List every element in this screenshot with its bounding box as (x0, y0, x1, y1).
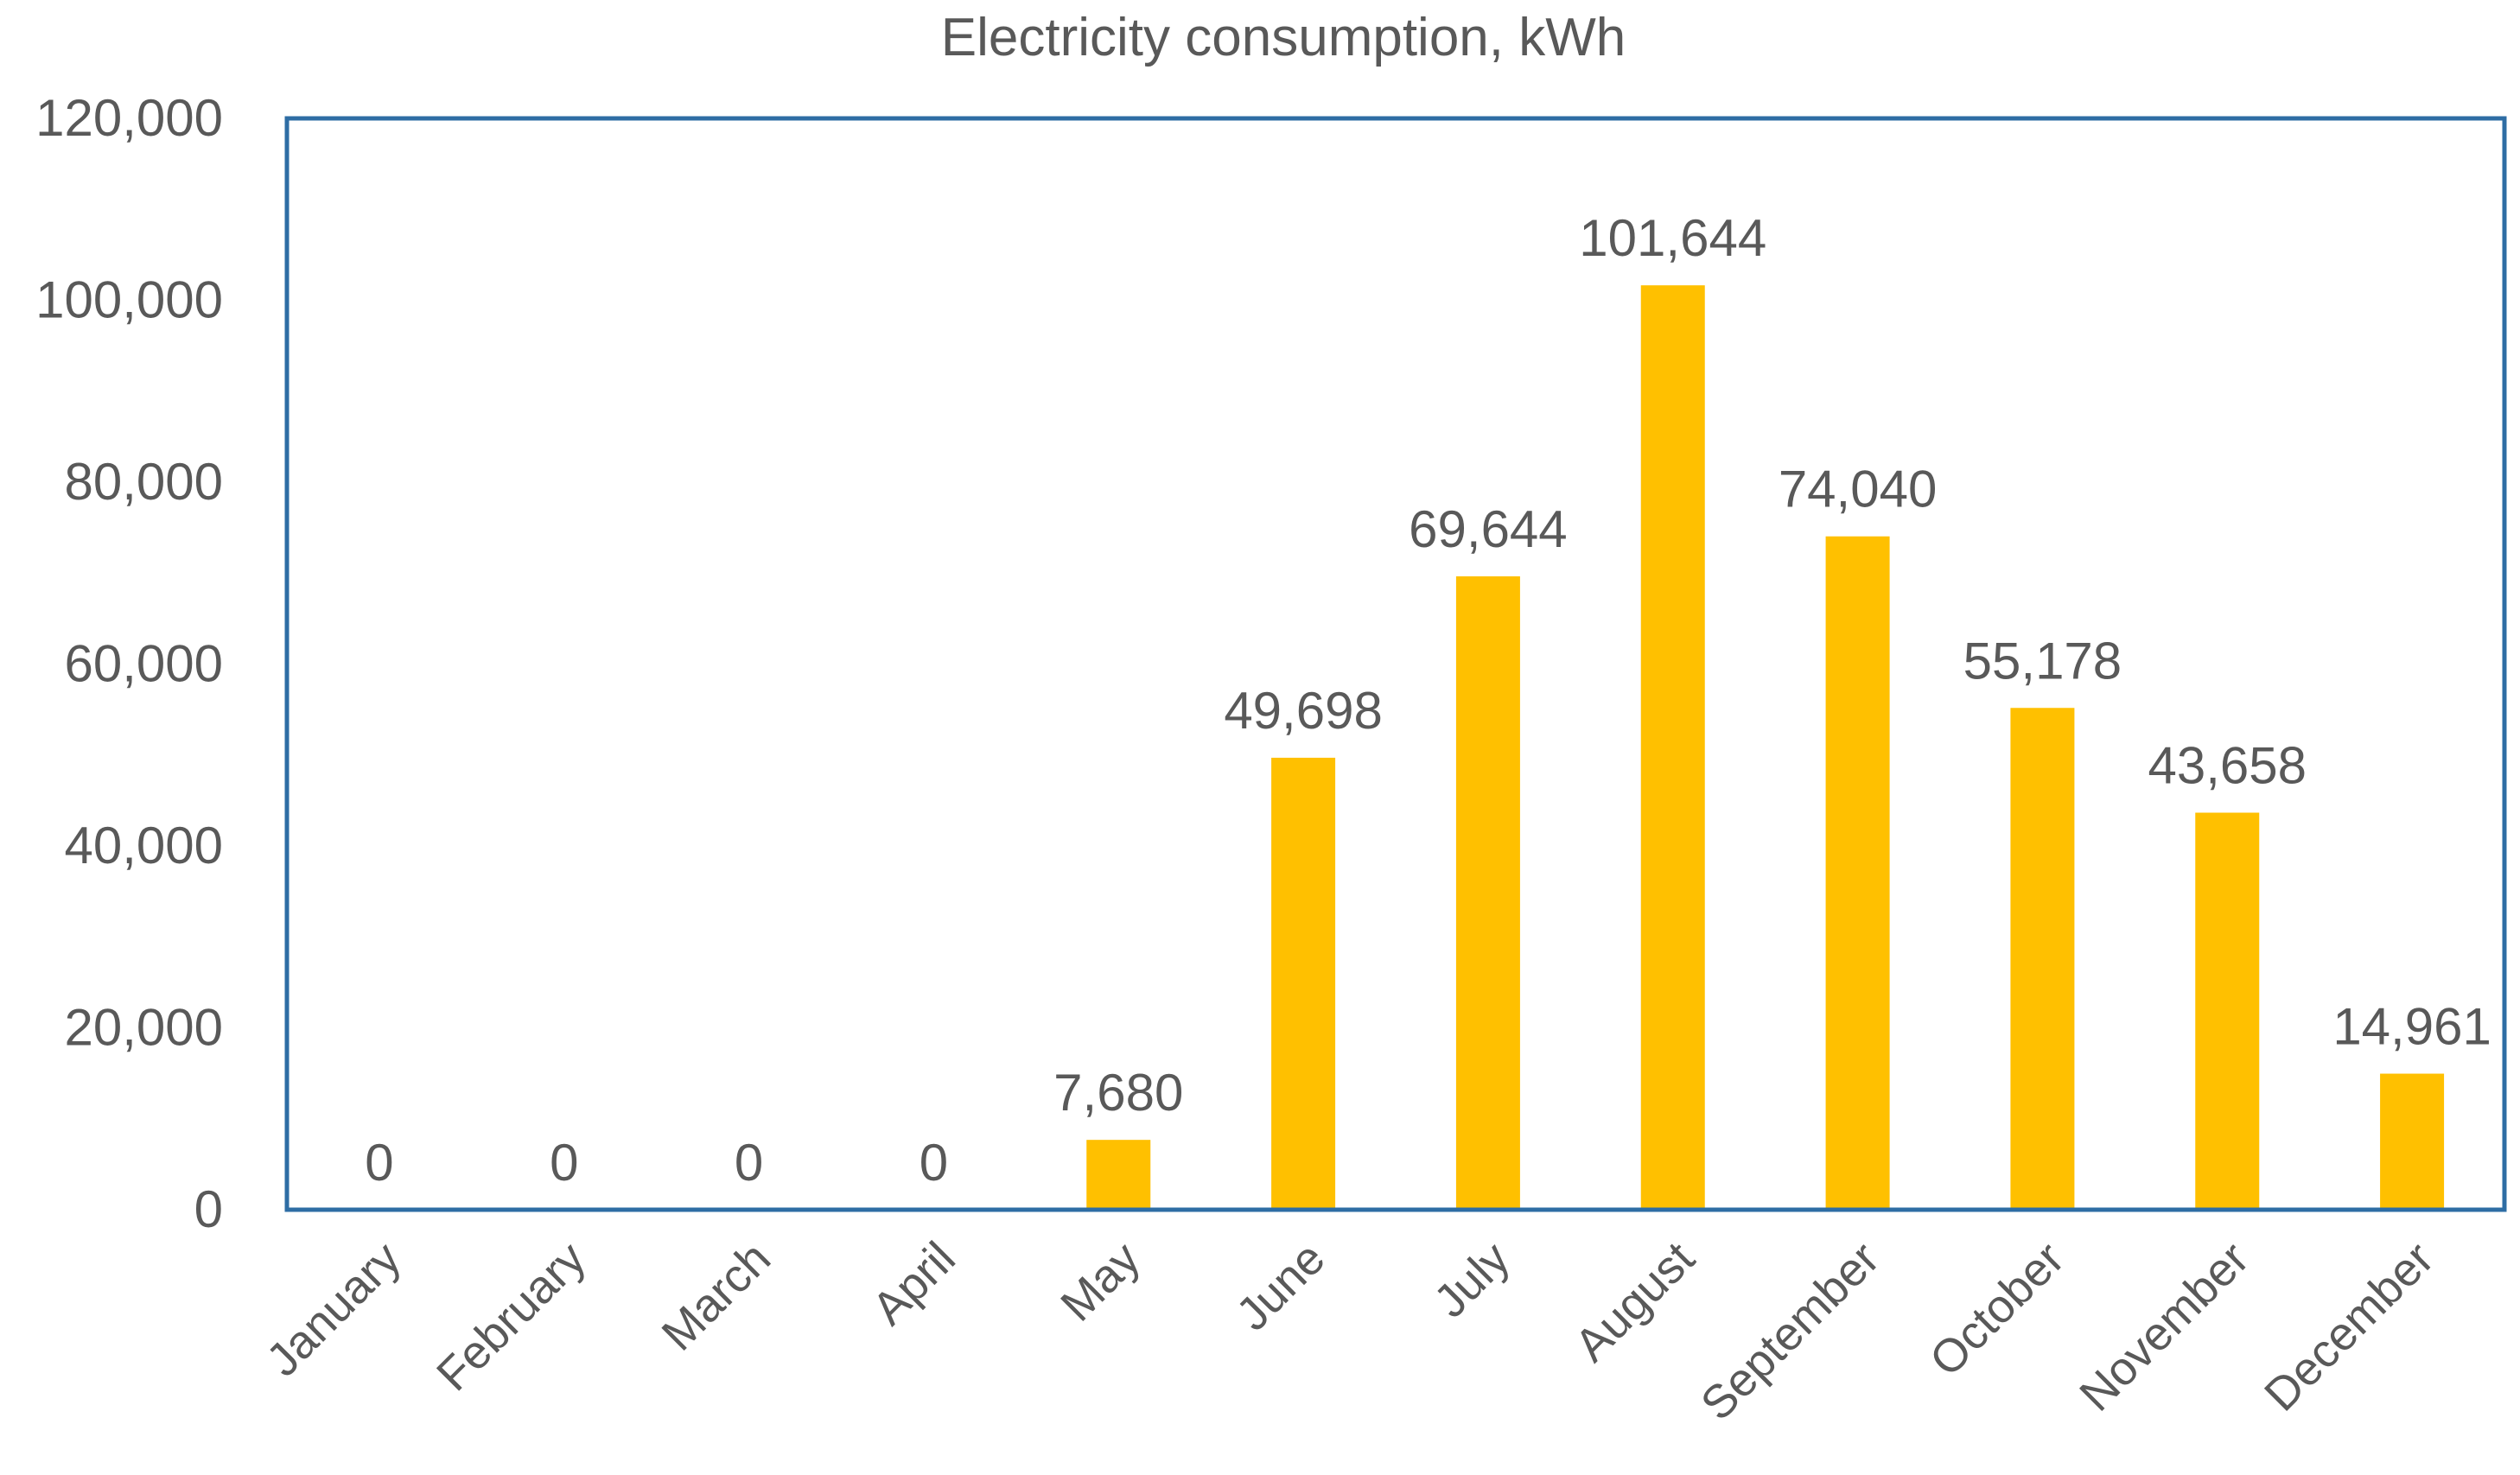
data-label-january: 0 (365, 1134, 393, 1192)
x-tick-label-december: December (2255, 1232, 2444, 1421)
y-tick-label: 100,000 (35, 271, 223, 329)
y-tick-label: 60,000 (64, 635, 223, 693)
data-label-june: 49,698 (1224, 682, 1383, 740)
y-tick-label: 20,000 (64, 999, 223, 1057)
data-label-april: 0 (920, 1134, 948, 1192)
x-tick-label-february: February (427, 1232, 595, 1401)
bar-november (2195, 812, 2260, 1210)
y-tick-label: 0 (194, 1180, 223, 1238)
x-tick-label-march: March (652, 1232, 781, 1361)
data-label-october: 55,178 (1963, 632, 2122, 690)
chart-title: Electricity consumption, kWh (941, 8, 1626, 67)
y-tick-label: 120,000 (35, 89, 223, 147)
data-label-february: 0 (550, 1134, 578, 1192)
y-tick-label: 80,000 (64, 453, 223, 511)
bar-september (1825, 536, 1890, 1210)
x-tick-label-june: June (1226, 1232, 1334, 1340)
data-label-september: 74,040 (1779, 461, 1938, 518)
x-tick-label-january: January (257, 1232, 410, 1386)
y-tick-label: 40,000 (64, 817, 223, 874)
data-label-march: 0 (735, 1134, 763, 1192)
bar-august (1640, 285, 1705, 1210)
data-label-may: 7,680 (1053, 1064, 1183, 1122)
bars (1086, 285, 2445, 1210)
data-labels: 0 0 0 0 7,680 49,698 69,644 101,644 74,040 55,178… (365, 209, 2491, 1192)
bar-june (1271, 757, 1336, 1210)
x-tick-label-september: September (1691, 1232, 1889, 1430)
x-tick-label-november: November (2070, 1232, 2259, 1421)
y-axis: 0 20,000 40,000 60,000 80,000 100,000 120,000 (35, 89, 223, 1238)
data-label-december: 14,961 (2332, 998, 2491, 1056)
bar-december (2380, 1073, 2445, 1210)
bar-july (1455, 575, 1520, 1210)
bar-may (1086, 1140, 1151, 1210)
x-axis: January February March April May June July Augu… (257, 1207, 2504, 1430)
data-label-july: 69,644 (1409, 500, 1568, 558)
x-tick-label-august: August (1565, 1232, 1704, 1371)
plot-area-frame (284, 116, 2507, 1212)
bar-october (2010, 708, 2075, 1210)
data-label-november: 43,658 (2148, 736, 2307, 794)
x-tick-label-july: July (1424, 1232, 1519, 1327)
x-tick-label-april: April (862, 1232, 965, 1335)
x-tick-label-may: May (1051, 1232, 1150, 1332)
x-tick-label-october: October (1920, 1232, 2074, 1386)
data-label-august: 101,644 (1579, 209, 1766, 267)
